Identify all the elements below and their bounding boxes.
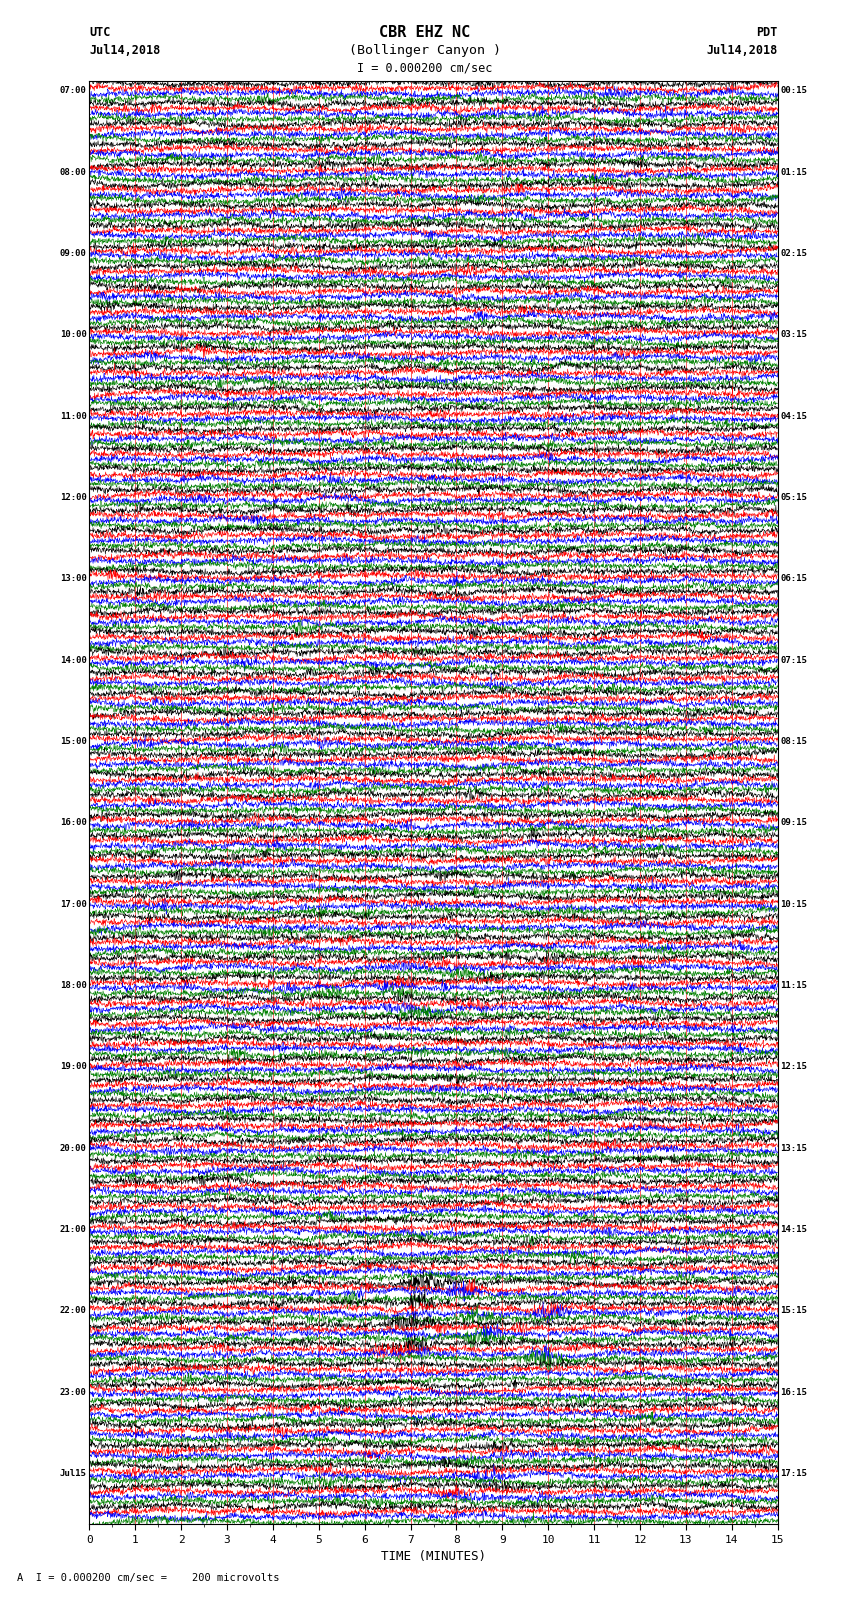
Text: 06:15: 06:15	[780, 574, 808, 584]
Text: 12:15: 12:15	[780, 1063, 808, 1071]
Text: 12:00: 12:00	[60, 494, 87, 502]
Text: 13:15: 13:15	[780, 1144, 808, 1153]
Text: I = 0.000200 cm/sec: I = 0.000200 cm/sec	[357, 61, 493, 74]
Text: Jul15: Jul15	[60, 1469, 87, 1478]
Text: 16:15: 16:15	[780, 1387, 808, 1397]
X-axis label: TIME (MINUTES): TIME (MINUTES)	[381, 1550, 486, 1563]
Text: 18:00: 18:00	[60, 981, 87, 990]
Text: 01:15: 01:15	[780, 168, 808, 177]
Text: 08:00: 08:00	[60, 168, 87, 177]
Text: 14:00: 14:00	[60, 655, 87, 665]
Text: 19:00: 19:00	[60, 1063, 87, 1071]
Text: 21:00: 21:00	[60, 1224, 87, 1234]
Text: UTC: UTC	[89, 26, 110, 39]
Text: 00:15: 00:15	[780, 87, 808, 95]
Text: 16:00: 16:00	[60, 818, 87, 827]
Text: 15:15: 15:15	[780, 1307, 808, 1315]
Text: 23:00: 23:00	[60, 1387, 87, 1397]
Text: 17:00: 17:00	[60, 900, 87, 908]
Text: 13:00: 13:00	[60, 574, 87, 584]
Text: Jul14,2018: Jul14,2018	[89, 44, 161, 56]
Text: 15:00: 15:00	[60, 737, 87, 745]
Text: 05:15: 05:15	[780, 494, 808, 502]
Text: 14:15: 14:15	[780, 1224, 808, 1234]
Text: 08:15: 08:15	[780, 737, 808, 745]
Text: 04:15: 04:15	[780, 411, 808, 421]
Text: 09:15: 09:15	[780, 818, 808, 827]
Text: 20:00: 20:00	[60, 1144, 87, 1153]
Text: 22:00: 22:00	[60, 1307, 87, 1315]
Text: PDT: PDT	[756, 26, 778, 39]
Text: (Bollinger Canyon ): (Bollinger Canyon )	[349, 44, 501, 56]
Text: 11:00: 11:00	[60, 411, 87, 421]
Text: 07:00: 07:00	[60, 87, 87, 95]
Text: 10:15: 10:15	[780, 900, 808, 908]
Text: 07:15: 07:15	[780, 655, 808, 665]
Text: Jul14,2018: Jul14,2018	[706, 44, 778, 56]
Text: 11:15: 11:15	[780, 981, 808, 990]
Text: 03:15: 03:15	[780, 331, 808, 339]
Text: 17:15: 17:15	[780, 1469, 808, 1478]
Text: CBR EHZ NC: CBR EHZ NC	[379, 24, 471, 40]
Text: A  I = 0.000200 cm/sec =    200 microvolts: A I = 0.000200 cm/sec = 200 microvolts	[17, 1573, 280, 1582]
Text: 10:00: 10:00	[60, 331, 87, 339]
Text: 02:15: 02:15	[780, 248, 808, 258]
Text: 09:00: 09:00	[60, 248, 87, 258]
